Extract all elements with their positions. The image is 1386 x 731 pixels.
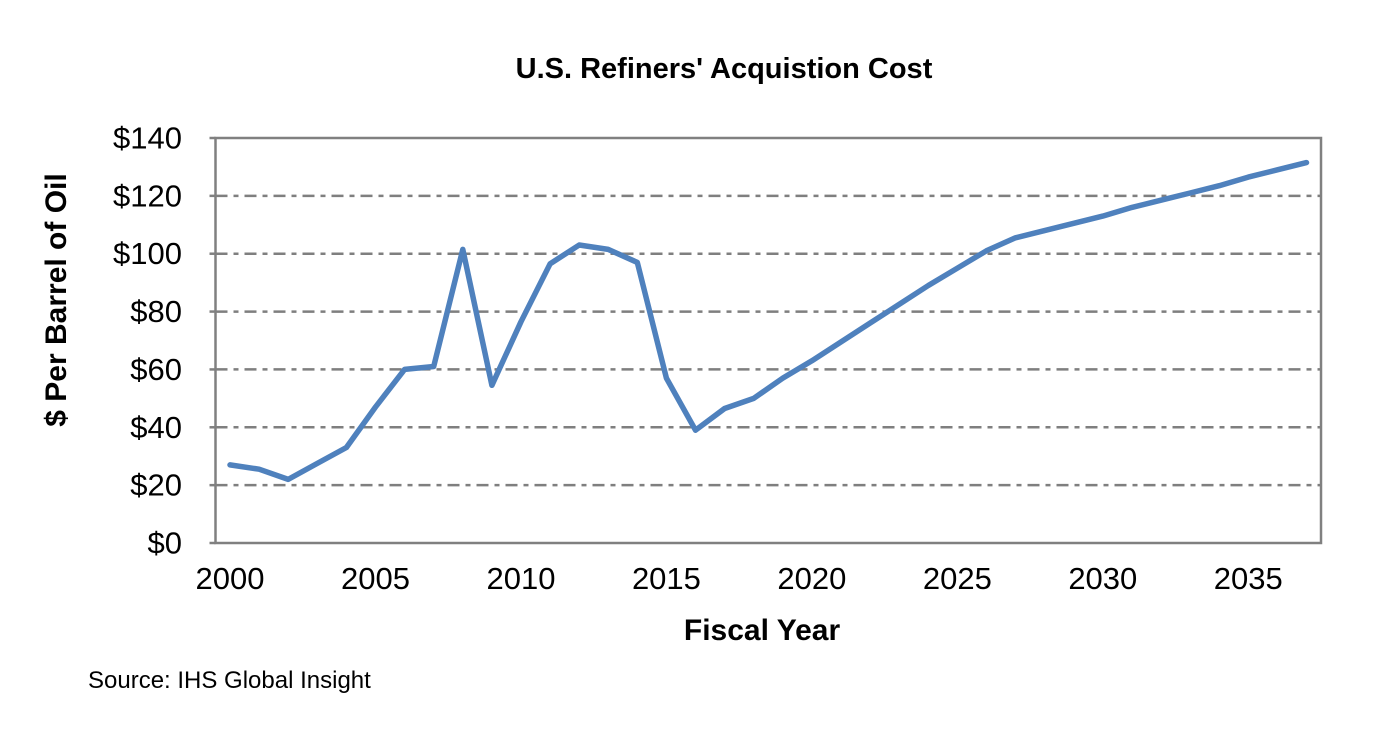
x-tick-label: 2035 <box>1214 561 1283 596</box>
gridlines <box>215 194 1321 487</box>
y-tick-label: $0 <box>148 526 182 561</box>
x-axis-title: Fiscal Year <box>684 614 841 647</box>
cost-line <box>227 159 1310 483</box>
plot-border <box>214 136 1323 545</box>
x-axis-labels: 2000 2005 2010 2015 2020 2025 2030 2035 <box>196 561 1283 596</box>
y-tick-label: $120 <box>113 178 182 213</box>
y-tick-label: $80 <box>130 294 182 329</box>
y-tick-label: $40 <box>130 410 182 445</box>
x-tick-label: 2030 <box>1068 561 1137 596</box>
y-tick-label: $100 <box>113 236 182 271</box>
x-tick-label: 2025 <box>923 561 992 596</box>
y-tick-label: $140 <box>113 121 182 156</box>
x-tick-label: 2005 <box>341 561 410 596</box>
chart-title: U.S. Refiners' Acquistion Cost <box>516 53 933 85</box>
y-tick-label: $60 <box>130 352 182 387</box>
x-tick-label: 2010 <box>486 561 555 596</box>
x-tick-label: 2000 <box>196 561 265 596</box>
x-tick-label: 2015 <box>632 561 701 596</box>
y-axis-title: $ Per Barrel of Oil <box>40 173 73 426</box>
source-note: Source: IHS Global Insight <box>88 667 371 694</box>
y-axis-labels: $0 $20 $40 $60 $80 $100 $120 $140 <box>113 121 182 561</box>
y-tick-label: $20 <box>130 468 182 503</box>
x-tick-label: 2020 <box>777 561 846 596</box>
